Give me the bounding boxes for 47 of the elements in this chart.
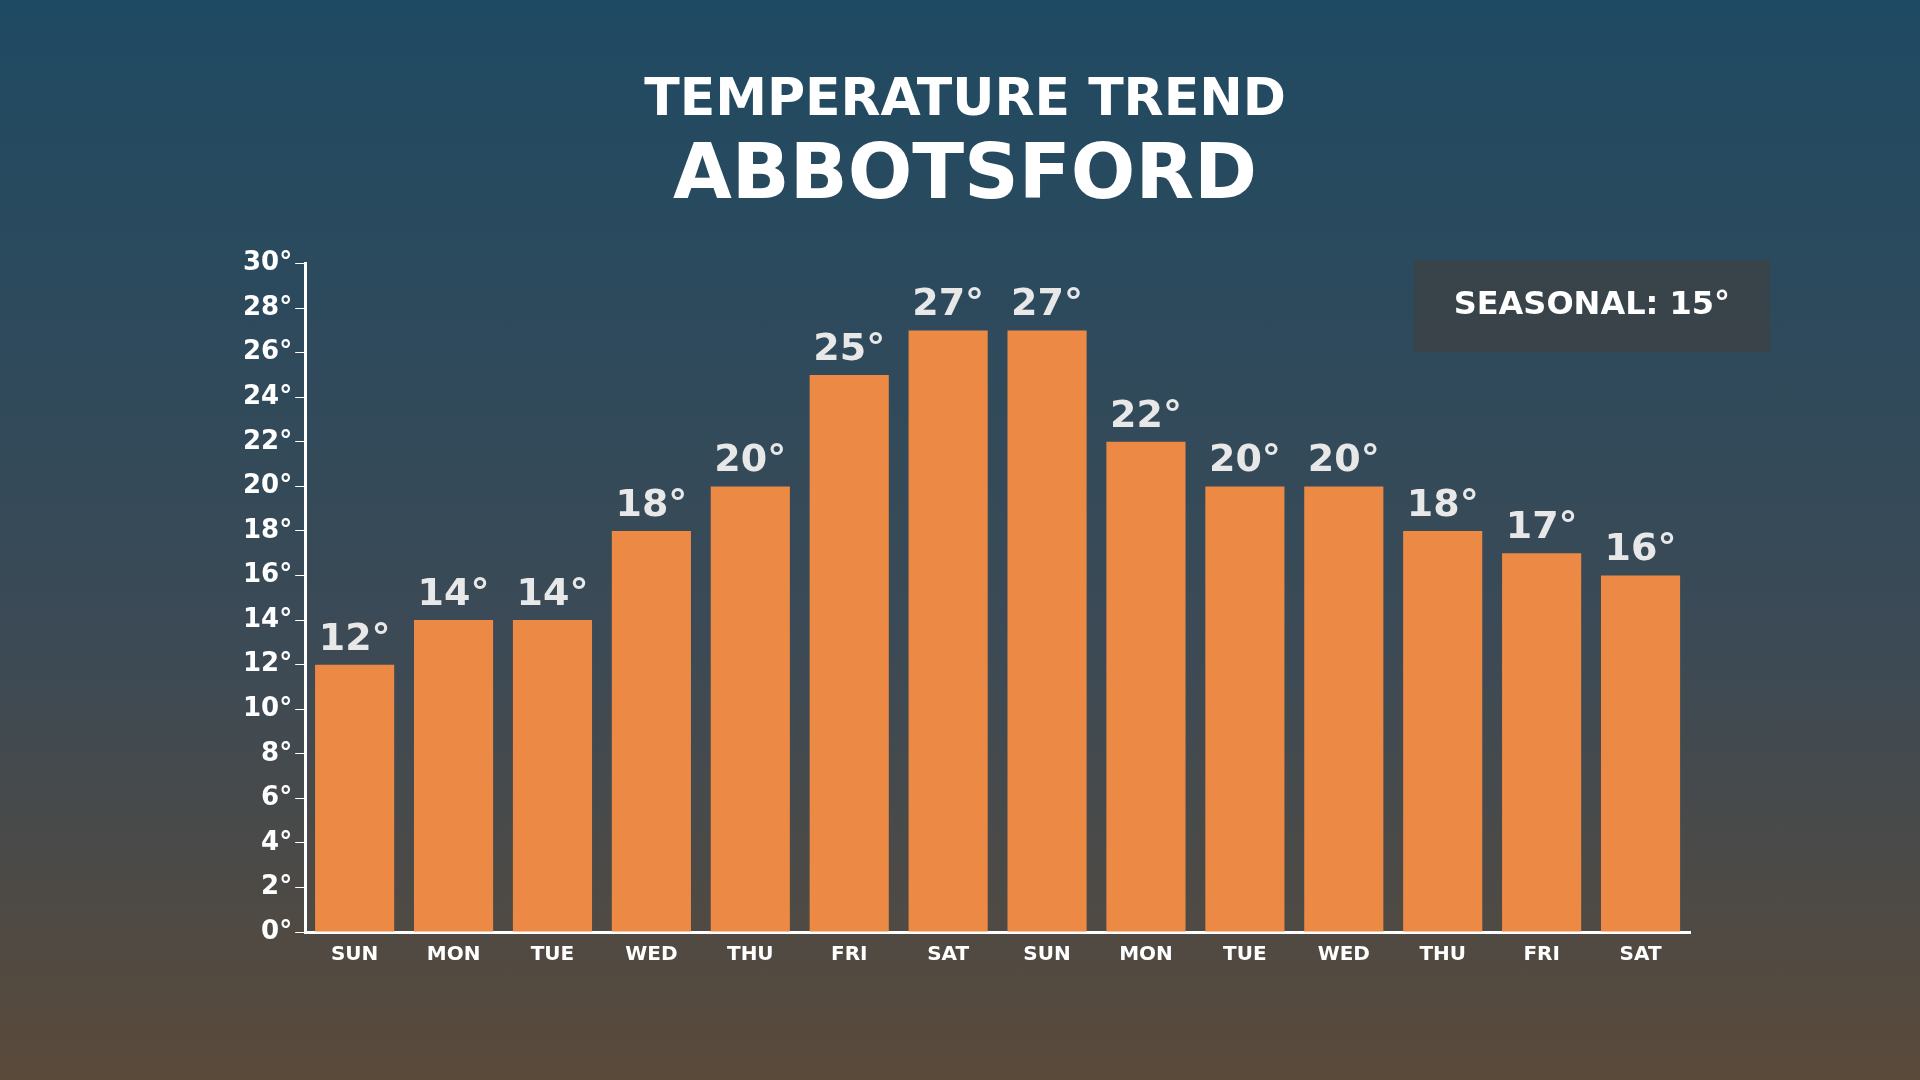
data-label: 12° <box>318 614 391 659</box>
data-label: 14° <box>516 569 589 614</box>
y-tick-label: 30° <box>242 246 293 277</box>
y-tick-label: 22° <box>242 424 293 455</box>
y-tick-label: 16° <box>242 558 293 589</box>
data-label: 27° <box>912 280 985 325</box>
y-tick-label: 6° <box>261 781 293 812</box>
y-tick-label: 20° <box>242 469 293 500</box>
data-label: 20° <box>714 436 787 481</box>
y-tick-label: 2° <box>261 870 293 901</box>
data-label: 18° <box>615 480 688 525</box>
x-tick-label: MON <box>1119 941 1173 966</box>
data-label: 18° <box>1406 480 1479 525</box>
y-tick-label: 24° <box>242 380 293 411</box>
data-label: 17° <box>1505 503 1578 548</box>
data-label: 22° <box>1110 391 1182 436</box>
x-tick-label: MON <box>426 941 481 966</box>
x-tick-label: FRI <box>830 941 868 966</box>
x-tick-label: TUE <box>1223 941 1267 966</box>
x-tick-label: SUN <box>330 941 379 966</box>
x-tick-label: SAT <box>1619 941 1662 966</box>
data-label: 20° <box>1208 436 1281 481</box>
annotation: SEASONAL: 15° <box>1453 284 1730 323</box>
data-label: 27° <box>1011 280 1083 325</box>
x-tick-label: THU <box>726 941 774 966</box>
y-tick-label: 28° <box>242 290 293 321</box>
y-tick-label: 26° <box>242 335 293 366</box>
data-label: 25° <box>813 324 886 369</box>
y-tick-label: 18° <box>242 513 293 544</box>
x-tick-label: WED <box>625 941 678 966</box>
x-tick-label: THU <box>1419 941 1467 966</box>
y-tick-label: 0° <box>261 914 293 945</box>
x-tick-label: SAT <box>927 941 970 966</box>
x-tick-label: TUE <box>530 941 575 966</box>
y-tick-label: 14° <box>242 602 293 633</box>
y-tick-label: 12° <box>242 647 293 678</box>
data-label: 16° <box>1604 525 1677 570</box>
chart-subtitle: ABBOTSFORD <box>673 126 1257 216</box>
data-label: 20° <box>1307 436 1380 481</box>
data-label: 14° <box>417 569 490 614</box>
y-tick-label: 4° <box>261 825 293 856</box>
x-tick-label: WED <box>1317 941 1370 966</box>
chart-title: TEMPERATURE TREND <box>644 66 1286 127</box>
y-tick-label: 8° <box>261 736 293 767</box>
x-tick-label: SUN <box>1023 941 1071 966</box>
y-tick-label: 10° <box>242 691 293 722</box>
x-tick-label: FRI <box>1523 941 1560 966</box>
